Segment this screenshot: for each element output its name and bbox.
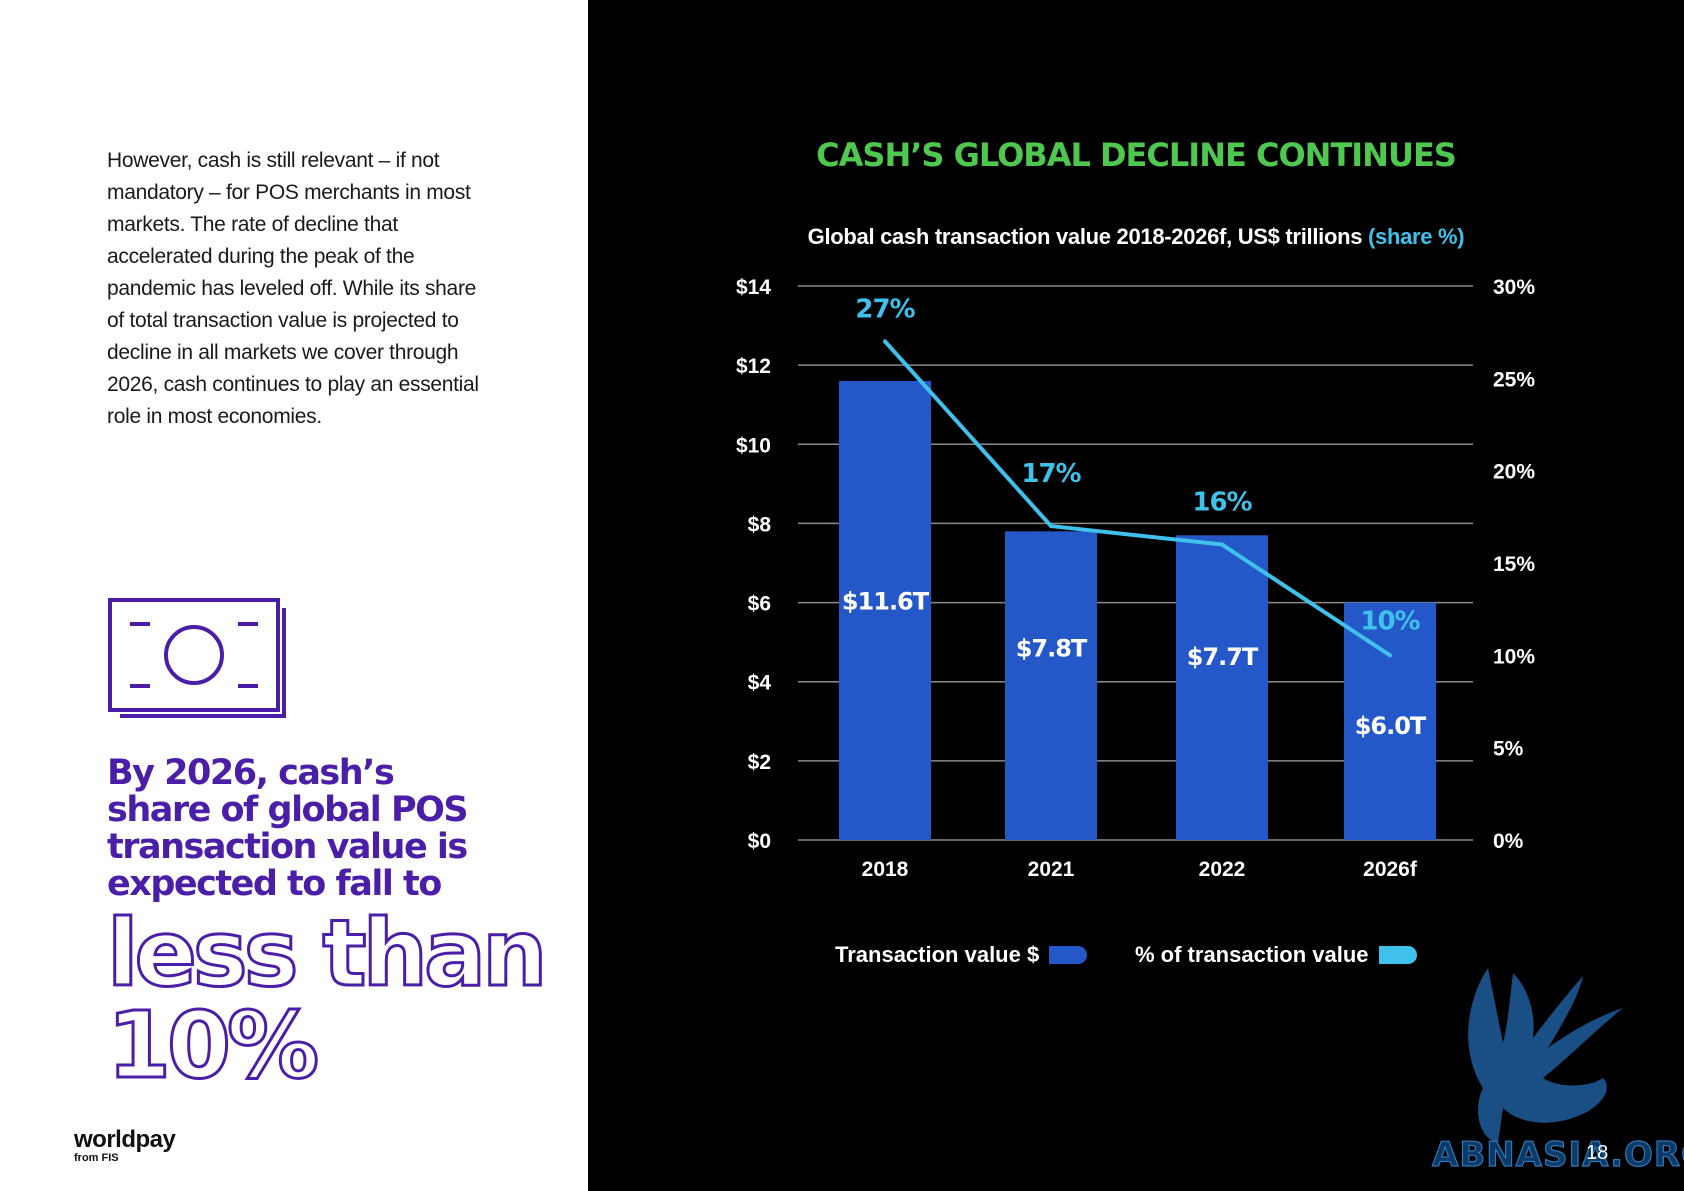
line-point [1049,524,1053,529]
y-axis-right-tick: 5% [1493,738,1524,761]
line-value-label: 16% [1192,488,1252,518]
y-axis-left-tick: $10 [736,434,771,457]
callout-highlight-line: 10% [106,992,321,1099]
y-axis-left-tick: $8 [748,513,772,536]
body-paragraph: However, cash is still relevant – if not… [107,149,479,428]
legend-label: Transaction value $ [835,942,1040,967]
bar-value-label: $11.6T [842,587,930,615]
brand-logo: worldpay from FIS [74,1126,176,1165]
y-axis-left-tick: $6 [748,593,771,616]
y-axis-right-tick: 20% [1493,461,1535,484]
griffin-logo-icon: ABNASIA.ORG [1431,968,1684,1173]
legend-swatch-bar [1049,946,1088,964]
legend-swatch-line [1378,946,1417,964]
x-axis-tick: 2026f [1363,858,1418,881]
legend-item-bar: Transaction value $ [835,942,1088,968]
left-panel [0,0,588,1191]
line-value-label: 17% [1021,459,1081,489]
x-axis-tick: 2021 [1028,858,1075,881]
line-point [1220,542,1224,547]
line-point [883,339,887,344]
page-number: 18 [1586,1142,1609,1164]
callout-line: transaction value is [107,827,468,867]
y-axis-right-tick: 10% [1493,645,1535,668]
chart: $0 $2 $4 $6 $8 $10 $12 $14 0% 5% 10% 15% 20% 25% 30% 20… [736,276,1535,881]
bar-value-label: $7.7T [1187,643,1259,671]
callout-line: By 2026, cash’s [107,753,395,793]
chart-subtitle: Global cash transaction value 2018-2026f… [588,224,1684,250]
bar-value-label: $7.8T [1016,635,1088,663]
y-axis-right-tick: 15% [1493,553,1535,576]
bar [1176,535,1268,840]
callout-line: share of global POS [107,790,469,830]
brand-sub: from FIS [74,1152,119,1164]
y-axis-left-tick: $0 [748,830,771,853]
callout-text: By 2026, cash’s share of global POS tran… [107,755,537,903]
y-axis-right-tick: 25% [1493,368,1535,391]
bar [1005,531,1097,840]
x-axis-tick: 2022 [1199,858,1246,881]
banknote-icon [108,598,286,718]
y-axis-right-tick: 30% [1493,276,1535,299]
bar [1344,602,1436,840]
line-point [1388,653,1392,658]
bar-value-label: $6.0T [1355,712,1427,740]
y-axis-left-tick: $4 [748,672,772,695]
callout-highlight: less than 10% [106,900,550,1099]
legend-item-line: % of transaction value [1135,942,1417,968]
legend-label: % of transaction value [1135,942,1369,967]
line-series [883,340,1392,658]
line-value-label: 27% [855,294,915,324]
y-axis-left-tick: $14 [736,276,771,299]
chart-title: CASH’S GLOBAL DECLINE CONTINUES [816,136,1457,174]
bar [839,380,931,840]
svg-text:ABNASIA.ORG: ABNASIA.ORG [1432,1135,1684,1173]
y-axis-left-tick: $12 [736,355,771,378]
line-value-label: 10% [1360,606,1420,636]
right-panel [588,0,1684,1191]
chart-subtitle-accent: (share %) [1367,224,1465,249]
callout-highlight-line: less than [106,900,550,1007]
chart-subtitle-main: Global cash transaction value 2018-2026f… [807,224,1363,249]
x-axis-tick: 2018 [862,858,909,881]
callout-line: expected to fall to [107,864,442,904]
y-axis-left-tick: $2 [748,751,771,774]
y-axis-right-tick: 0% [1493,830,1524,853]
brand-name: worldpay [74,1126,176,1153]
